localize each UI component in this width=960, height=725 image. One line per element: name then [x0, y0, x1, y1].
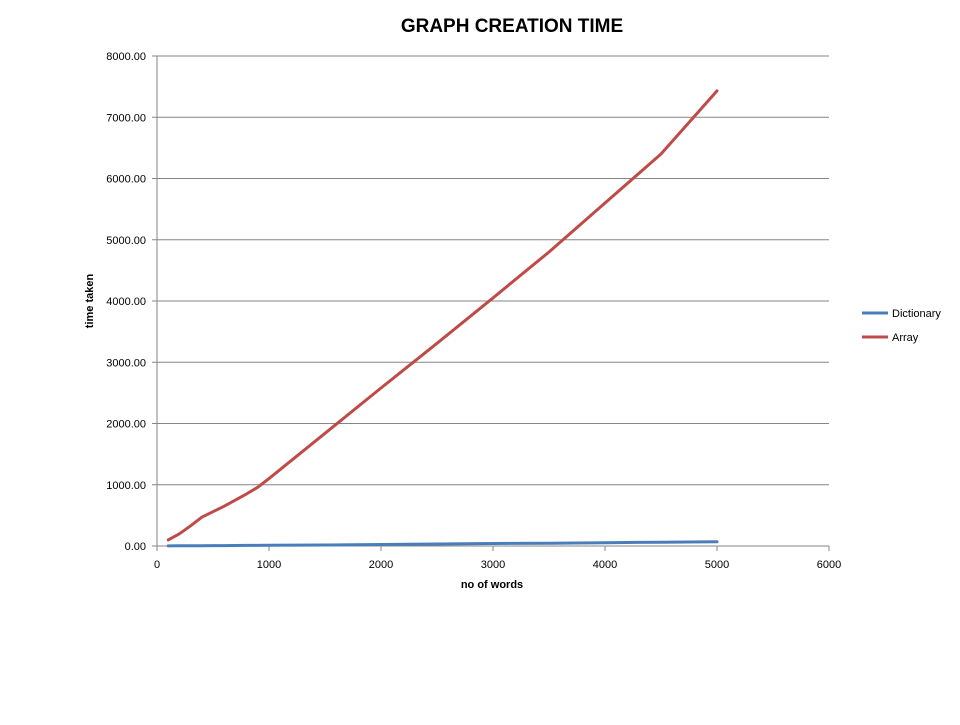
legend-label-array: Array	[892, 332, 919, 344]
tick-labels: 0.00 1000.00 2000.00 3000.00 4000.00 5000.00 6…	[106, 51, 841, 571]
y-tick-label: 8000.00	[106, 51, 146, 63]
y-tick-label: 5000.00	[106, 235, 146, 247]
y-tick-label: 4000.00	[106, 296, 146, 308]
legend: Dictionary Array	[862, 308, 941, 344]
x-tick-label: 0	[154, 559, 160, 571]
x-tick-label: 3000	[481, 559, 505, 571]
x-tick-label: 4000	[593, 559, 617, 571]
gridlines	[157, 55, 829, 486]
x-tick-label: 2000	[369, 559, 393, 571]
y-tick-label: 6000.00	[106, 174, 146, 186]
y-axis-title: time taken	[84, 274, 96, 329]
y-tick-label: 2000.00	[106, 419, 146, 431]
x-tick-label: 1000	[257, 559, 281, 571]
x-tick-label: 6000	[817, 559, 841, 571]
y-tick-label: 7000.00	[106, 112, 146, 124]
series-line-dictionary	[166, 540, 719, 548]
y-tick-label: 0.00	[125, 541, 146, 553]
chart-title: GRAPH CREATION TIME	[401, 16, 623, 37]
x-tick-label: 5000	[705, 559, 729, 571]
x-axis-title: no of words	[461, 579, 523, 591]
axes	[152, 55, 830, 551]
legend-label-dictionary: Dictionary	[892, 308, 941, 320]
data-series	[166, 89, 719, 548]
y-tick-label: 3000.00	[106, 357, 146, 369]
y-tick-label: 1000.00	[106, 480, 146, 492]
series-line-array	[166, 89, 719, 542]
